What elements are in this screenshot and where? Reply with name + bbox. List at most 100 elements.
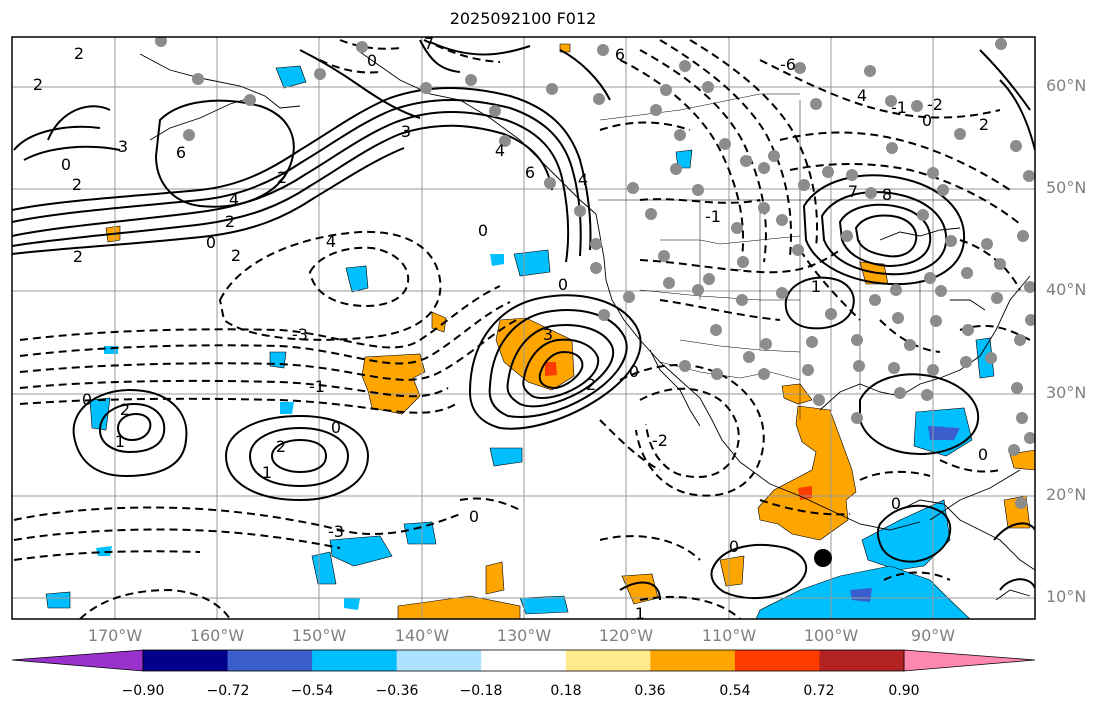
contour-label: -1 [891,98,907,117]
contours-solid [12,39,1035,601]
lat-label: 10°N [1046,587,1087,606]
coastlines [139,51,1035,601]
lon-label: 120°W [598,626,654,645]
lat-label: 60°N [1046,76,1087,95]
colorbar-arrow-left [11,649,144,672]
contour-label: 0 [331,418,341,437]
colorbar-segment [143,650,229,671]
contours-dashed [13,39,1031,619]
colorbar [11,649,1036,672]
contour-label: 2 [276,437,286,456]
lat-label: 40°N [1046,280,1087,299]
colorbar-arrow-right [903,649,1036,672]
contour-label: 0 [729,537,739,556]
contour-label: 7 [424,34,434,53]
contour-label: -3 [292,325,308,344]
contour-label: 3 [401,122,411,141]
map-frame [11,36,1036,620]
lon-label: 110°W [701,626,757,645]
colorbar-tick-label: −0.18 [459,683,503,699]
contour-label: 4 [578,170,588,189]
contour-label: 1 [635,604,645,623]
contour-label: 0 [629,362,639,381]
colorbar-tick-label: −0.72 [206,683,250,699]
contour-label: 2 [120,400,130,419]
station-markers [155,37,1035,509]
lon-label: 90°W [910,626,956,645]
contour-label: 2 [72,175,82,194]
colorbar-tick-label: −0.54 [290,683,334,699]
contour-label: 0 [478,221,488,240]
colorbar-segment [227,650,313,671]
lat-label: 20°N [1046,485,1087,504]
colorbar-tick-label: 0.18 [550,683,582,699]
colorbar-tick-label: 0.54 [719,683,751,699]
contour-label: 0 [469,507,479,526]
contour-label: 2 [73,247,83,266]
colorbar-segment [819,650,905,671]
map-area: 2 2 0 3 2 6 2 4 2 0 2 2 3 0 6 7 4 6 4 4 … [12,34,1035,623]
contour-label: 0 [922,111,932,130]
contour-label: 4 [229,190,239,209]
contour-label: 2 [33,75,43,94]
contour-label: 4 [495,141,505,160]
colorbar-tick-label: 0.90 [888,683,920,699]
contour-label: 2 [231,246,241,265]
colorbar-tick-label: −0.90 [121,683,165,699]
contour-label: 4 [326,232,336,251]
colorbar-segment [481,650,567,671]
colorbar-segment [396,650,482,671]
colorbar-segment [650,650,736,671]
shading-negative [45,65,995,619]
contour-label: -3 [328,522,344,541]
contour-label: 0 [206,233,216,252]
colorbar-segment [734,650,820,671]
lon-label: 140°W [394,626,450,645]
lon-label: 130°W [496,626,552,645]
contour-label: -1 [309,377,325,396]
colorbar-tick-label: −0.36 [375,683,419,699]
contour-label: -2 [927,95,943,114]
contour-label: 2 [979,115,989,134]
lon-label: 150°W [291,626,347,645]
contour-label: 3 [118,137,128,156]
colorbar-segment [312,650,398,671]
contour-label: 8 [882,185,892,204]
lat-lon-grid [12,37,1035,619]
contour-label: 2 [277,168,287,187]
contour-label: 0 [61,155,71,174]
contour-label: 1 [262,463,272,482]
contour-label: 1 [115,432,125,451]
contour-label: 2 [586,375,596,394]
contour-label: 4 [857,86,867,105]
colorbar-frame [142,649,905,672]
contour-label: 6 [615,45,625,64]
contour-label: 7 [848,182,858,201]
contour-label: 0 [978,445,988,464]
colorbar-segment [565,650,651,671]
contour-labels: 2 2 0 3 2 6 2 4 2 0 2 2 3 0 6 7 4 6 4 4 … [33,34,989,623]
political-borders [598,93,990,420]
contour-label: -1 [705,207,721,226]
contour-label: -6 [780,55,796,74]
contour-label: 0 [82,390,92,409]
storm-center-marker [814,549,832,567]
colorbar-tick-label: 0.36 [634,683,666,699]
lat-label: 50°N [1046,178,1087,197]
lon-label: 100°W [803,626,859,645]
lon-label: 160°W [189,626,245,645]
contour-label: 0 [558,275,568,294]
lat-label: 30°N [1046,383,1087,402]
contour-label: 2 [225,212,235,231]
contour-label: 0 [367,51,377,70]
contour-label: 6 [525,163,535,182]
map-title: 2025092100 F012 [449,9,597,28]
colorbar-tick-label: 0.72 [803,683,835,699]
contour-label: 1 [811,277,821,296]
lon-label: 170°W [87,626,143,645]
contour-label: -2 [652,431,668,450]
contour-label: 2 [74,44,84,63]
contour-label: 6 [176,143,186,162]
contour-label: 3 [543,325,553,344]
